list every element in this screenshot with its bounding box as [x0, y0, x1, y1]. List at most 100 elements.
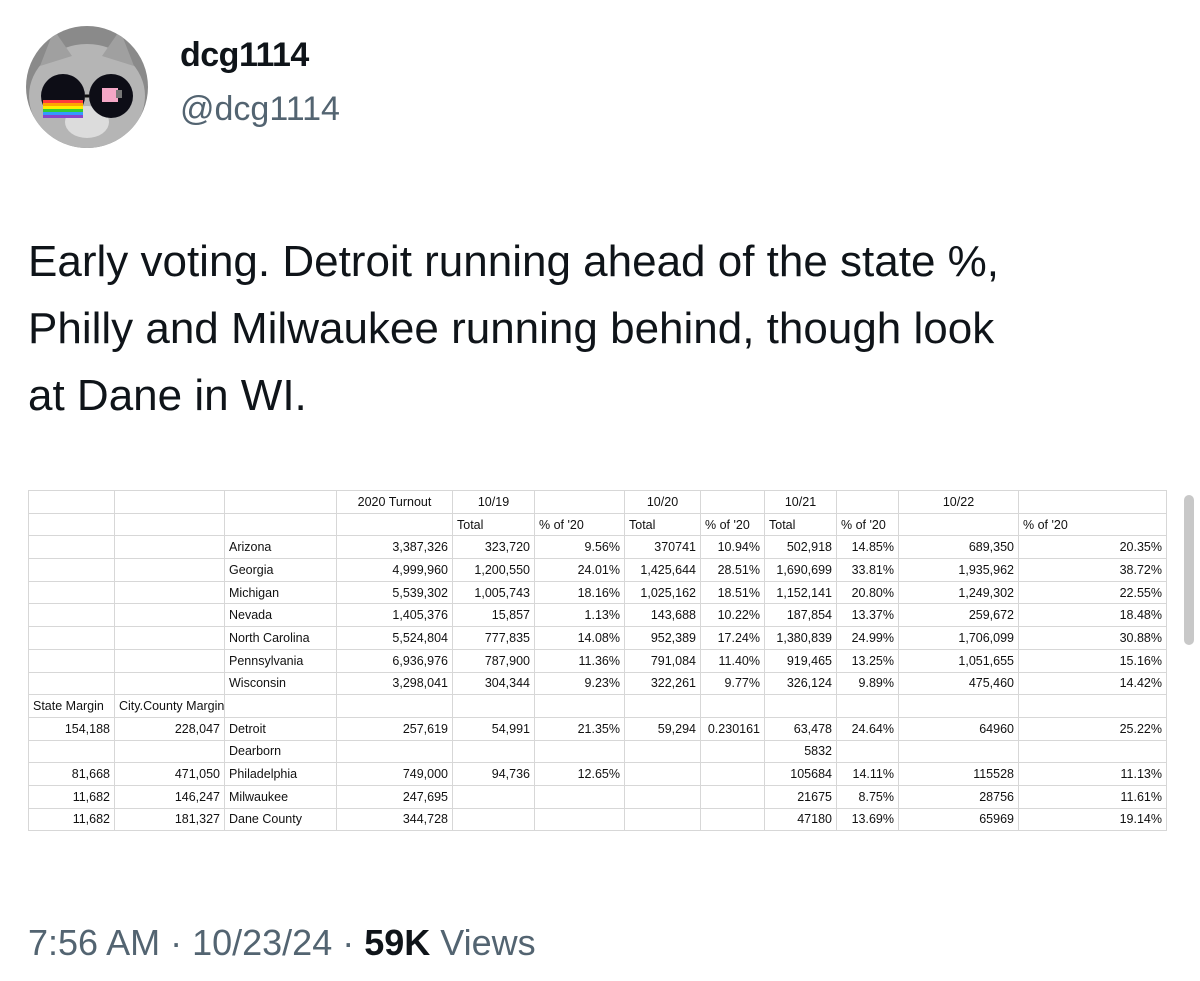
table-cell: 33.81% [836, 558, 899, 582]
table-cell: 20.80% [836, 580, 899, 605]
table-cell [224, 694, 337, 718]
table-cell [114, 626, 225, 650]
table-cell: 14.42% [1018, 671, 1167, 696]
table-cell: Total [452, 512, 535, 537]
table-cell [700, 694, 765, 718]
table-cell [898, 739, 1019, 764]
table-row: Wisconsin 3,298,041 304,344 9.23% 322,261 9.7… [28, 671, 1167, 696]
table-row: Dearborn 5832 [28, 739, 1167, 764]
table-cell: 10.94% [700, 535, 765, 560]
table-cell: 146,247 [114, 784, 225, 809]
table-cell [624, 739, 701, 764]
display-name[interactable]: dcg1114 [180, 36, 309, 74]
table-cell: % of '20 [836, 512, 899, 537]
table-cell: 777,835 [452, 626, 535, 650]
table-cell: 10/21 [764, 490, 837, 514]
tweet-time[interactable]: 7:56 AM [28, 922, 161, 963]
table-cell: 115528 [898, 762, 1019, 786]
table-cell [114, 603, 225, 628]
table-cell [114, 512, 225, 537]
table-cell: 0.230161 [700, 716, 765, 741]
table-cell [224, 512, 337, 537]
table-cell [700, 490, 765, 514]
table-cell: 19.14% [1018, 807, 1167, 832]
table-cell: 64960 [898, 716, 1019, 741]
table-cell: 18.16% [534, 580, 625, 605]
table-cell: 257,619 [336, 716, 453, 741]
table-cell: 24.01% [534, 558, 625, 582]
table-cell [836, 739, 899, 764]
table-cell: 54,991 [452, 716, 535, 741]
table-cell [28, 739, 115, 764]
table-cell: % of '20 [534, 512, 625, 537]
table-cell: 1,935,962 [898, 558, 1019, 582]
table-row: Georgia 4,999,960 1,200,550 24.01% 1,425,644… [28, 558, 1167, 582]
table-cell [28, 558, 115, 582]
table-cell: 47180 [764, 807, 837, 832]
table-cell [898, 694, 1019, 718]
table-cell: 471,050 [114, 762, 225, 786]
table-cell: 28.51% [700, 558, 765, 582]
table-cell: 259,672 [898, 603, 1019, 628]
table-cell: 1,690,699 [764, 558, 837, 582]
table-cell [624, 694, 701, 718]
table-cell: 1.13% [534, 603, 625, 628]
table-cell: 344,728 [336, 807, 453, 832]
table-cell: 1,706,099 [898, 626, 1019, 650]
table-cell: Michigan [224, 580, 337, 605]
table-cell [1018, 694, 1167, 718]
table-cell: 18.51% [700, 580, 765, 605]
table-cell [28, 490, 115, 514]
table-row: 11,682 181,327 Dane County 344,728 47180 13.6… [28, 807, 1167, 832]
table-cell: 9.77% [700, 671, 765, 696]
table-cell: 25.22% [1018, 716, 1167, 741]
table-cell: 1,380,839 [764, 626, 837, 650]
spreadsheet-table: 2020 Turnout 10/19 10/20 10/21 10/22 Total% o… [28, 490, 1167, 832]
table-row: Pennsylvania 6,936,976 787,900 11.36% 791,08… [28, 648, 1167, 673]
table-cell: 787,900 [452, 648, 535, 673]
table-cell: 4,999,960 [336, 558, 453, 582]
table-cell [534, 807, 625, 832]
spreadsheet-image[interactable]: 2020 Turnout 10/19 10/20 10/21 10/22 Total% o… [28, 490, 1167, 832]
table-cell: 11.61% [1018, 784, 1167, 809]
table-cell: 323,720 [452, 535, 535, 560]
separator: · [160, 922, 193, 963]
table-row: 81,668 471,050 Philadelphia 749,000 94,736 12… [28, 762, 1167, 786]
user-handle[interactable]: @dcg1114 [180, 90, 340, 128]
table-row: 154,188 228,047 Detroit 257,619 54,991 21.35%… [28, 716, 1167, 741]
table-cell: 14.11% [836, 762, 899, 786]
table-cell: 14.08% [534, 626, 625, 650]
table-cell [534, 739, 625, 764]
table-cell: Wisconsin [224, 671, 337, 696]
table-cell [624, 762, 701, 786]
table-cell: 181,327 [114, 807, 225, 832]
table-cell: 143,688 [624, 603, 701, 628]
table-row: Nevada 1,405,376 15,857 1.13% 143,688 10.22% 1… [28, 603, 1167, 628]
tweet-date[interactable]: 10/23/24 [192, 922, 333, 963]
table-cell [624, 807, 701, 832]
table-cell: 9.56% [534, 535, 625, 560]
table-cell [534, 784, 625, 809]
table-cell [1018, 490, 1167, 514]
table-cell [1018, 739, 1167, 764]
table-cell: 749,000 [336, 762, 453, 786]
table-cell: 5,524,804 [336, 626, 453, 650]
table-cell: 18.48% [1018, 603, 1167, 628]
table-cell: 94,736 [452, 762, 535, 786]
table-cell: 17.24% [700, 626, 765, 650]
table-cell: 15,857 [452, 603, 535, 628]
avatar[interactable] [26, 26, 148, 148]
table-cell: Detroit [224, 716, 337, 741]
table-cell: 3,387,326 [336, 535, 453, 560]
table-cell: 38.72% [1018, 558, 1167, 582]
table-cell [28, 671, 115, 696]
table-cell: Total [764, 512, 837, 537]
table-row: State Margin City.County Margin [28, 694, 1167, 718]
table-cell [114, 739, 225, 764]
table-cell [114, 490, 225, 514]
table-cell [898, 512, 1019, 537]
scrollbar[interactable] [1184, 495, 1194, 645]
table-cell [452, 784, 535, 809]
table-cell [28, 603, 115, 628]
table-cell: 11.40% [700, 648, 765, 673]
